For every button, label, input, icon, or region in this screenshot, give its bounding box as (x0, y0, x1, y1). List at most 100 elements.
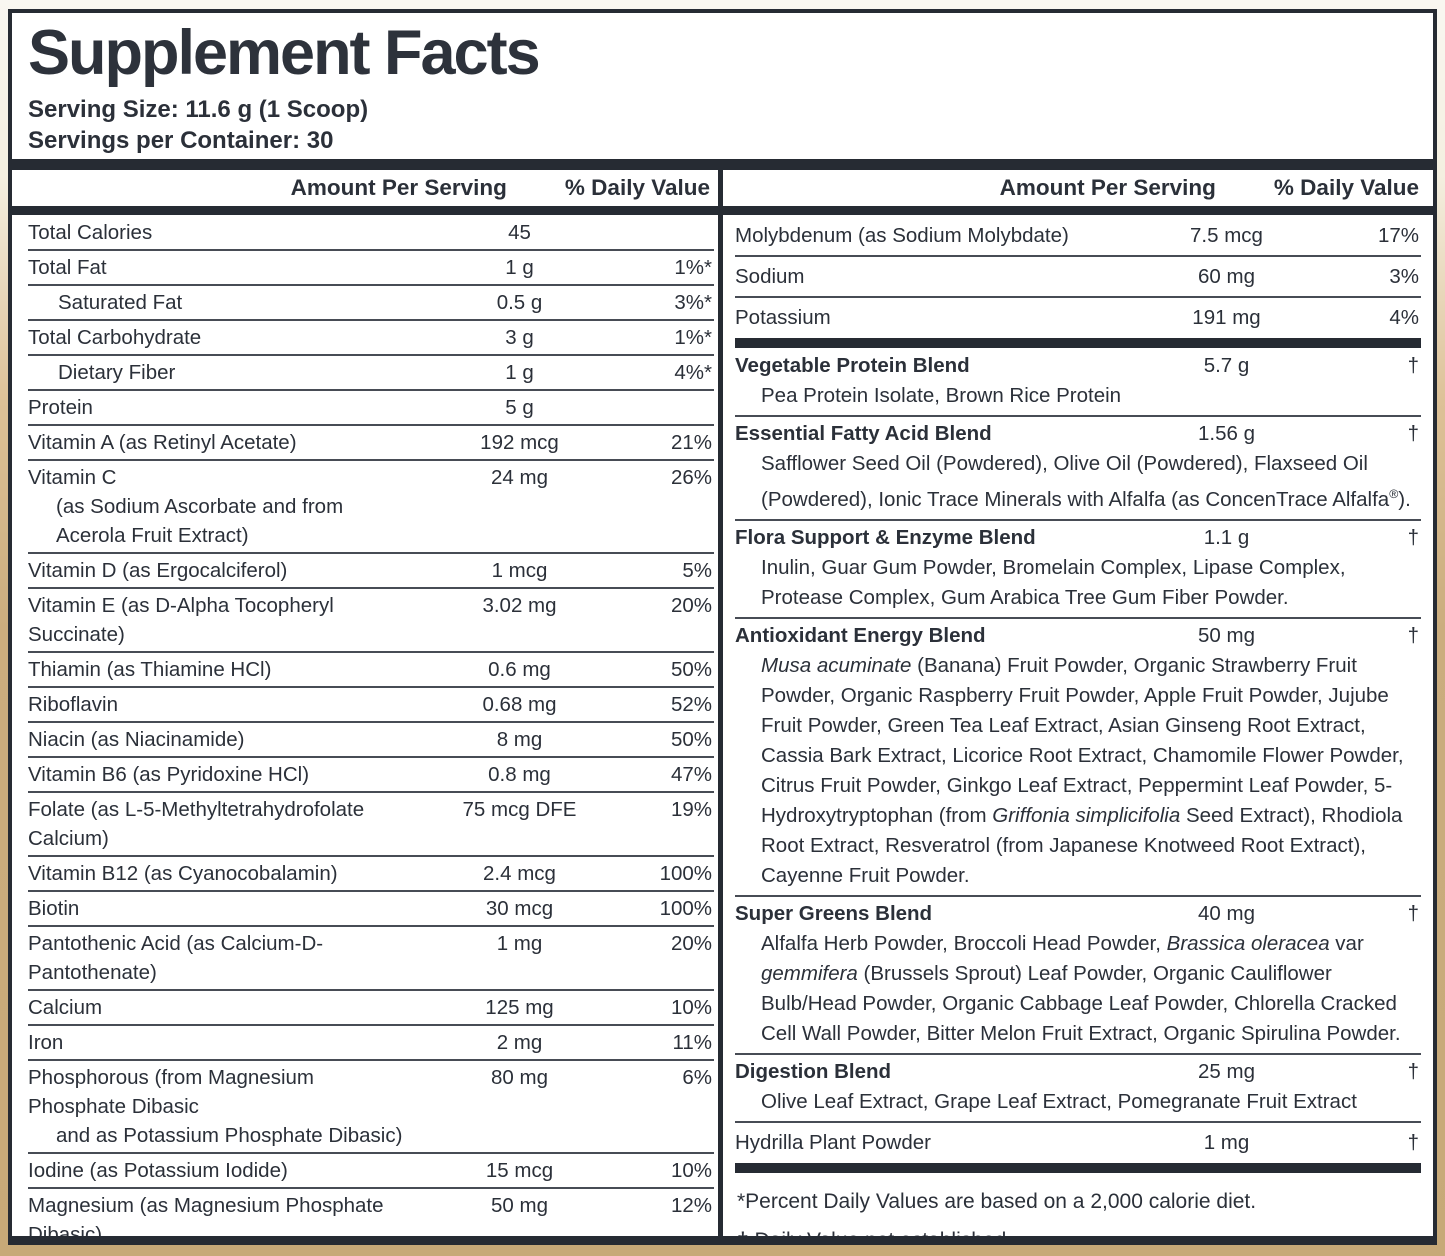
blend-header: Flora Support & Enzyme Blend 1.1 g † (735, 523, 1421, 553)
blend-amount: 1.1 g (1203, 525, 1250, 549)
blend-amount: 40 mg (1198, 901, 1255, 925)
nutrient-name: Pantothenic Acid (as Calcium-D-Pantothen… (28, 931, 324, 984)
nutrient-name: Protein (28, 395, 93, 419)
column-headers: Amount Per Serving % Daily Value Amount … (12, 169, 1433, 206)
ingredient-text: Inulin, Guar Gum Powder, Bromelain Compl… (761, 555, 1346, 609)
nutrient-daily-value: 47% (670, 762, 712, 786)
blend-header: Digestion Blend 25 mg † (735, 1057, 1421, 1087)
nutrient-row: Pantothenic Acid (as Calcium-D-Pantothen… (28, 927, 714, 991)
latin-name: Griffonia simplicifolia (992, 803, 1181, 827)
nutrient-name: Hydrilla Plant Powder (735, 1130, 931, 1154)
nutrient-daily-value: 17% (1377, 223, 1419, 247)
nutrient-row: Iron 2 mg 11% (28, 1026, 714, 1061)
blend-daily-value: † (1407, 353, 1419, 377)
ingredient-text: Alfalfa Herb Powder, Broccoli Head Powde… (761, 931, 1167, 955)
nutrient-amount: 0.6 mg (488, 657, 551, 681)
nutrient-daily-value: 12% (670, 1193, 712, 1217)
nutrient-row: Niacin (as Niacinamide) 8 mg 50% (28, 723, 714, 758)
nutrient-amount: 30 mcg (485, 896, 554, 920)
blend-name: Antioxidant Energy Blend (735, 623, 986, 647)
nutrient-amount: 7.5 mcg (1190, 223, 1263, 247)
nutrient-name: Folate (as L-5-Methyltetrahydrofolate Ca… (28, 797, 365, 850)
nutrient-amount: 60 mg (1198, 264, 1255, 288)
amount-per-serving-header: Amount Per Serving (999, 174, 1216, 200)
nutrient-row: Total Fat 1 g 1%* (28, 251, 714, 286)
latin-name: Brassica oleracea (1166, 931, 1330, 955)
blend-daily-value: † (1407, 623, 1419, 647)
daily-value-header: % Daily Value (564, 174, 710, 200)
minerals-rows: Molybdenum (as Sodium Molybdate) 7.5 mcg 1… (735, 216, 1421, 337)
nutrient-daily-value: 5% (682, 558, 712, 582)
blend-name: Super Greens Blend (735, 901, 933, 925)
daily-value-footnote: *Percent Daily Values are based on a 2,0… (737, 1189, 1257, 1213)
nutrient-row: Total Calories 45 (28, 216, 714, 251)
blends-column: Molybdenum (as Sodium Molybdate) 7.5 mcg 1… (723, 215, 1433, 1236)
blend-daily-value: † (1407, 421, 1419, 445)
blend-section: Digestion Blend 25 mg † Olive Leaf Extract,… (735, 1055, 1421, 1123)
nutrient-row: Vitamin B6 (as Pyridoxine HCl) 0.8 mg 47% (28, 758, 714, 793)
ingredient-text: (Banana) Fruit Powder, Organic Strawberr… (761, 653, 1404, 827)
header-top-bar (12, 158, 1433, 170)
nutrient-daily-value: 50% (670, 657, 712, 681)
nutrient-name: Sodium (735, 264, 805, 288)
nutrient-amount: 2 mg (496, 1030, 543, 1054)
nutrient-amount: 1 g (505, 360, 534, 384)
blend-section: Essential Fatty Acid Blend 1.56 g † Safflow… (735, 417, 1421, 521)
nutrient-name: Vitamin B12 (as Cyanocobalamin) (28, 861, 338, 885)
nutrient-name: Potassium (735, 305, 831, 329)
blend-name: Digestion Blend (735, 1059, 892, 1083)
nutrient-amount: 1 g (505, 255, 534, 279)
right-column-header: Amount Per Serving % Daily Value (723, 170, 1433, 206)
nutrient-daily-value: 11% (672, 1030, 712, 1054)
blend-name: Vegetable Protein Blend (735, 353, 970, 377)
nutrient-row: Sodium 60 mg 3% (735, 257, 1421, 298)
nutrient-amount: 80 mg (491, 1065, 548, 1089)
blend-section: Flora Support & Enzyme Blend 1.1 g † Inulin… (735, 521, 1421, 619)
nutrient-amount: 2.4 mcg (483, 861, 556, 885)
nutrient-daily-value: 20% (670, 931, 712, 955)
nutrient-name: Vitamin A (as Retinyl Acetate) (28, 430, 297, 454)
nutrient-daily-value: 1%* (674, 255, 712, 279)
nutrient-daily-value: 100% (659, 861, 712, 885)
blend-amount: 5.7 g (1203, 353, 1250, 377)
nutrient-daily-value: 20% (670, 593, 712, 617)
nutrient-name: Phosphorous (from Magnesium Phosphate Di… (28, 1063, 417, 1150)
blend-daily-value: † (1407, 1059, 1419, 1083)
ingredient-text: Olive Leaf Extract, Grape Leaf Extract, … (761, 1089, 1357, 1113)
nutrient-amount: 5 g (505, 395, 534, 419)
nutrient-name: Dietary Fiber (58, 360, 176, 384)
ingredient-text: ® (1389, 486, 1399, 501)
nutrient-amount: 0.8 mg (488, 762, 551, 786)
blend-name: Flora Support & Enzyme Blend (735, 525, 1036, 549)
nutrient-daily-value: 21% (670, 430, 712, 454)
nutrient-row: Iodine (as Potassium Iodide) 15 mcg 10% (28, 1154, 714, 1189)
ingredient-text: ). (1398, 487, 1411, 511)
left-column-header: Amount Per Serving % Daily Value (12, 170, 718, 206)
ingredient-text: Pea Protein Isolate, Brown Rice Protein (761, 383, 1122, 407)
nutrient-amount: 75 mcg DFE (462, 797, 577, 821)
latin-name: Musa acuminate (761, 653, 912, 677)
nutrient-row: Calcium 125 mg 10% (28, 991, 714, 1026)
nutrient-row: Magnesium (as Magnesium Phosphate Dibasi… (28, 1189, 714, 1236)
nutrient-name: Molybdenum (as Sodium Molybdate) (735, 223, 1069, 247)
nutrient-amount: 125 mg (485, 995, 554, 1019)
nutrients-column: Total Calories 45 Total Fat 1 g 1%* Saturated… (12, 215, 718, 1236)
blend-section: Vegetable Protein Blend 5.7 g † Pea Protein… (735, 349, 1421, 417)
nutrient-daily-value: 50% (670, 727, 712, 751)
nutrient-daily-value: 10% (670, 995, 712, 1019)
dagger-footnote: † Daily Value not established. (737, 1221, 1419, 1236)
blend-header: Antioxidant Energy Blend 50 mg † (735, 621, 1421, 651)
nutrient-name: Vitamin B6 (as Pyridoxine HCl) (28, 762, 310, 786)
nutrient-row: Potassium 191 mg 4% (735, 298, 1421, 337)
nutrient-name: Total Calories (28, 220, 153, 244)
blend-ingredients: Alfalfa Herb Powder, Broccoli Head Powde… (735, 929, 1421, 1050)
nutrient-daily-value: 52% (670, 692, 712, 716)
nutrient-daily-value: 6% (682, 1065, 712, 1089)
blend-ingredients: Safflower Seed Oil (Powdered), Olive Oil… (735, 449, 1421, 516)
blend-daily-value: † (1407, 901, 1419, 925)
serving-info: Serving Size: 11.6 g (1 Scoop) Servings … (28, 95, 1417, 156)
nutrient-name: Niacin (as Niacinamide) (28, 727, 245, 751)
nutrient-amount: 191 mg (1192, 305, 1261, 329)
nutrient-amount: 15 mcg (485, 1158, 554, 1182)
nutrient-amount: 0.5 g (496, 290, 543, 314)
